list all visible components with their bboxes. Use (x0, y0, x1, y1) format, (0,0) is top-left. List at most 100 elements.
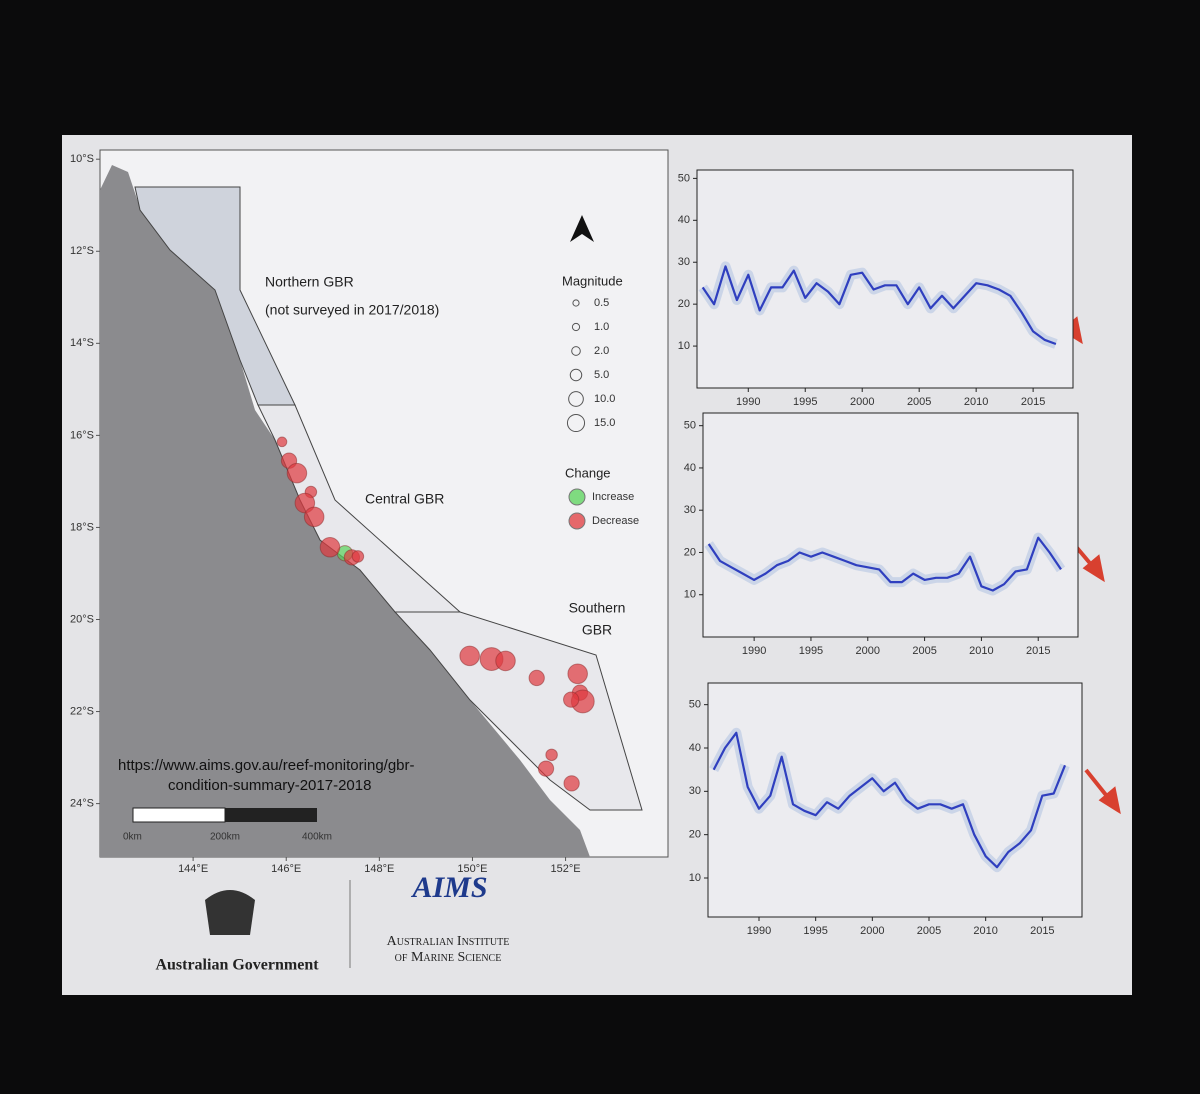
arrow-head (1098, 786, 1121, 815)
x-tick-label: 2015 (1021, 396, 1045, 408)
scale-bar-white (132, 807, 226, 823)
reef-site (459, 645, 480, 667)
size-legend-label: 1.0 (594, 321, 609, 333)
series-line (707, 536, 1062, 592)
x-tick-label: 2000 (856, 645, 880, 657)
plot-area (696, 169, 1074, 389)
y-tick-label: 20 (678, 298, 690, 310)
size-legend-label: 5.0 (594, 369, 609, 381)
y-tick-label: 50 (678, 172, 690, 184)
y-tick-label: 40 (689, 742, 701, 754)
y-tick-label: 16°S (70, 429, 94, 441)
x-tick-label: 2005 (907, 396, 931, 408)
government-name: Australian Government (155, 957, 319, 974)
x-tick-label: 2010 (969, 645, 993, 657)
y-tick-label: 14°S (70, 337, 94, 349)
size-legend-circle (571, 346, 581, 356)
y-tick-label: 20°S (70, 613, 94, 625)
institute-name: of Marine Science (395, 950, 502, 965)
y-tick-label: 50 (689, 699, 701, 711)
y-tick-label: 10 (684, 589, 696, 601)
region-label: (not surveyed in 2017/2018) (265, 302, 439, 318)
y-tick-label: 10 (678, 340, 690, 352)
legend-label: Increase (592, 491, 634, 503)
y-tick-label: 20 (684, 546, 696, 558)
color-legend-title: Change (565, 465, 611, 480)
map: 144°E 146°E 148°E 150°E 152°E 10°S 12°S 14°S 16°… (70, 149, 669, 875)
reef-site (286, 462, 308, 484)
y-tick-label: 40 (684, 462, 696, 474)
reef-site (563, 775, 580, 792)
scale-label: 400km (302, 832, 332, 843)
reef-site (319, 536, 341, 558)
x-tick-label: 150°E (457, 863, 487, 875)
size-legend-label: 15.0 (594, 417, 615, 429)
reef-site (276, 436, 288, 448)
region-label: GBR (582, 622, 612, 638)
reef-site (537, 760, 555, 777)
x-tick-label: 1995 (803, 925, 827, 937)
size-legend-circle (569, 368, 583, 382)
x-tick-label: 2005 (917, 925, 941, 937)
source-url: https://www.aims.gov.au/reef-monitoring/… (118, 757, 415, 774)
y-tick-label: 30 (678, 256, 690, 268)
region-label: Southern (569, 600, 626, 616)
institute-name: Australian Institute (387, 934, 510, 949)
arrow-head (1082, 554, 1105, 583)
region-label: Northern GBR (265, 274, 354, 290)
scale-label: 200km (210, 832, 240, 843)
size-legend-label: 10.0 (594, 393, 615, 405)
x-tick-label: 1995 (799, 645, 823, 657)
reef-site (303, 506, 325, 528)
x-tick-label: 146°E (271, 863, 301, 875)
reef-site (545, 748, 558, 762)
north-arrow (570, 215, 594, 242)
y-tick-label: 20 (689, 829, 701, 841)
northern-zone (134, 186, 296, 406)
y-tick-label: 30 (689, 785, 701, 797)
plot-area (702, 412, 1079, 638)
size-legend-title: Magnitude (562, 273, 623, 288)
x-tick-label: 2000 (860, 925, 884, 937)
aims-logo: AIMS (410, 871, 487, 904)
y-tick-label: 12°S (70, 245, 94, 257)
x-tick-label: 1990 (742, 645, 766, 657)
color-legend-swatch (568, 512, 586, 530)
x-tick-label: 2015 (1030, 925, 1054, 937)
size-legend-circle (571, 322, 581, 332)
x-tick-label: 1990 (747, 925, 771, 937)
y-tick-label: 24°S (70, 798, 94, 810)
scale-bar-black (225, 808, 317, 822)
region-label: Central GBR (365, 491, 444, 507)
y-tick-label: 50 (684, 420, 696, 432)
x-tick-label: 1990 (736, 396, 760, 408)
x-tick-label: 2010 (973, 925, 997, 937)
southern-zone (393, 611, 643, 811)
color-legend-swatch (568, 488, 586, 506)
y-tick-label: 18°S (70, 521, 94, 533)
series-line (712, 731, 1067, 869)
size-legend-label: 0.5 (594, 297, 609, 309)
x-tick-label: 152°E (551, 863, 581, 875)
scale-label: 0km (123, 832, 142, 843)
x-tick-label: 1995 (793, 396, 817, 408)
size-legend-circle (566, 413, 586, 433)
size-legend-circle (572, 299, 580, 307)
x-tick-label: 148°E (364, 863, 394, 875)
reef-site (495, 650, 516, 672)
x-tick-label: 2005 (912, 645, 936, 657)
x-tick-label: 2015 (1026, 645, 1050, 657)
reef-site (563, 691, 580, 708)
reef-site (567, 663, 588, 685)
land (100, 165, 590, 857)
coat-of-arms (205, 890, 255, 935)
reef-site (351, 550, 365, 563)
x-tick-label: 2010 (964, 396, 988, 408)
y-tick-label: 10 (689, 872, 701, 884)
x-tick-label: 2000 (850, 396, 874, 408)
y-tick-label: 40 (678, 214, 690, 226)
size-legend-circle (568, 391, 584, 407)
size-legend-label: 2.0 (594, 345, 609, 357)
